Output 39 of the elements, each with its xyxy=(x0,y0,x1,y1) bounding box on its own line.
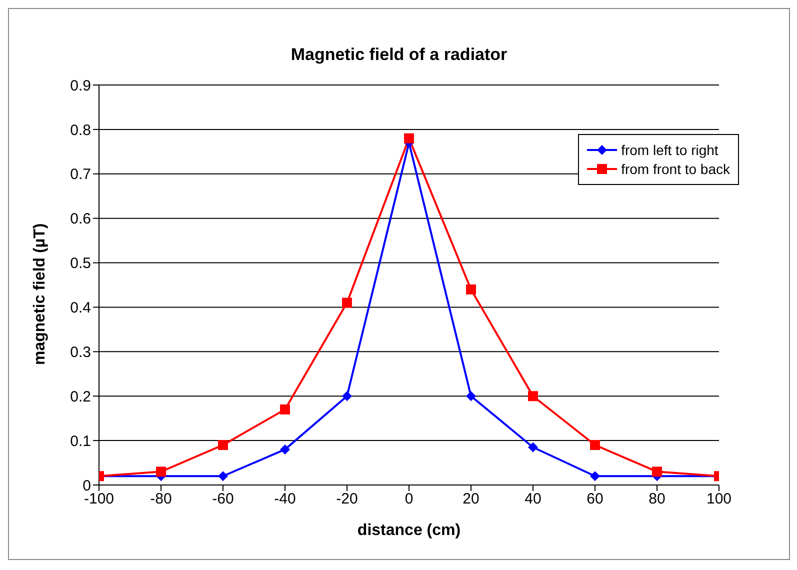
x-tick-label: 20 xyxy=(462,490,480,508)
y-tick-label: 0.7 xyxy=(70,166,91,184)
point xyxy=(404,133,414,144)
x-tick-label: 100 xyxy=(706,490,732,508)
y-tick-label: 0.9 xyxy=(70,77,91,94)
point xyxy=(652,466,662,477)
x-tick-label: -60 xyxy=(212,490,234,508)
point xyxy=(218,471,228,482)
y-tick-label: 0.1 xyxy=(70,432,91,450)
point xyxy=(466,284,476,294)
point xyxy=(590,471,600,482)
legend-label: from front to back xyxy=(621,161,730,177)
point xyxy=(280,444,290,454)
y-tick-label: 0.2 xyxy=(70,388,91,406)
point xyxy=(466,391,476,402)
x-tick-label: 40 xyxy=(524,490,542,508)
point xyxy=(528,442,538,452)
y-tick-label: 0.5 xyxy=(70,255,91,272)
point xyxy=(528,391,538,402)
point xyxy=(590,440,600,450)
legend-label: from left to right xyxy=(621,142,718,158)
x-tick-label: 80 xyxy=(648,490,666,508)
x-tick-label: 0 xyxy=(404,490,414,508)
y-tick-label: 0.4 xyxy=(70,300,91,317)
x-tick-label: 60 xyxy=(586,490,604,508)
y-tick-label: 0.3 xyxy=(70,344,91,361)
x-tick-label: -40 xyxy=(274,490,296,508)
y-axis-title: magnetic field (µT) xyxy=(32,223,49,365)
y-tick-label: 0.6 xyxy=(70,210,91,228)
chart-title: Magnetic field of a radiator xyxy=(290,45,508,65)
x-axis-title: distance (cm) xyxy=(357,522,461,539)
point xyxy=(342,391,352,402)
point xyxy=(156,466,166,477)
x-tick-label: -80 xyxy=(150,490,172,508)
x-tick-label: -20 xyxy=(336,490,358,508)
y-tick-label: 0.8 xyxy=(70,122,91,139)
point xyxy=(218,440,228,450)
point xyxy=(280,404,290,414)
point xyxy=(342,298,352,308)
